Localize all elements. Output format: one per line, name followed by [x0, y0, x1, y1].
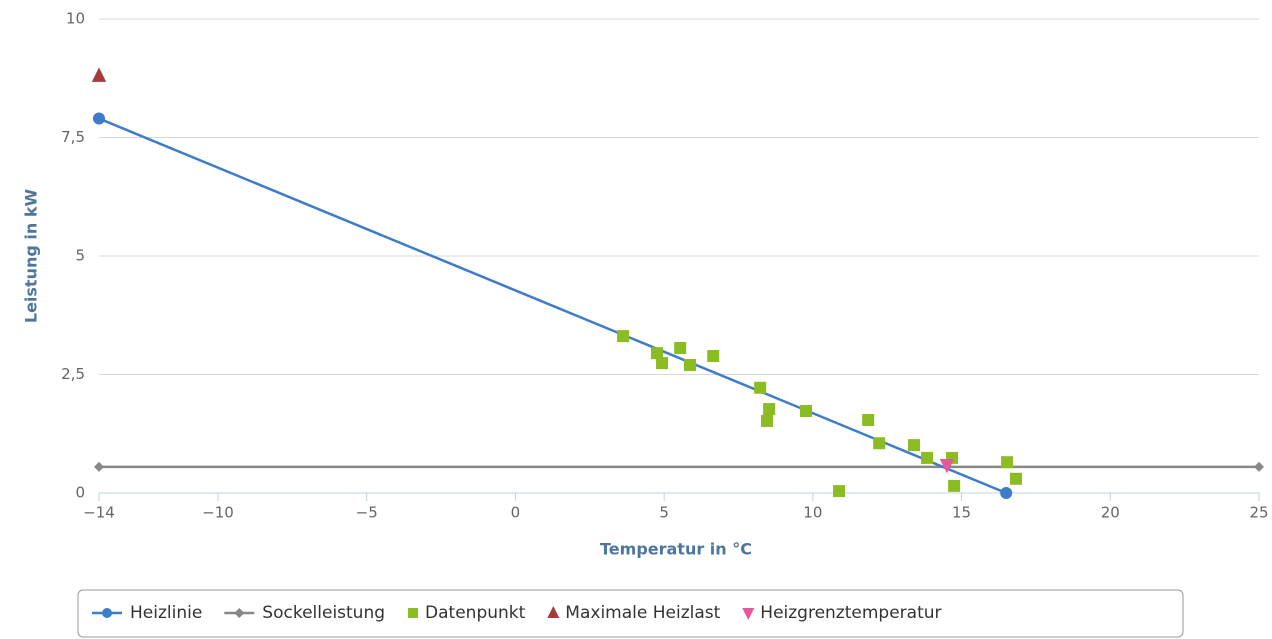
y-tick-label: 5: [75, 247, 85, 265]
marker: [1254, 461, 1264, 472]
series-line: [98, 117, 1007, 495]
y-tick-label: 0: [75, 484, 85, 502]
marker: [234, 608, 245, 618]
marker: [408, 608, 419, 618]
legend-label: Datenpunkt: [425, 603, 526, 623]
legend-box: [77, 589, 1184, 638]
marker: [684, 359, 697, 372]
marker: [921, 451, 934, 464]
marker: [862, 414, 875, 427]
legend-label: Heizgrenztemperatur: [760, 603, 941, 623]
x-tick-label: 20: [1101, 504, 1120, 522]
marker: [707, 350, 720, 363]
x-tick-label: 15: [952, 504, 971, 522]
marker: [742, 608, 755, 620]
marker: [1000, 487, 1013, 499]
y-tick-label: 2,5: [61, 365, 85, 383]
x-tick-label: −10: [202, 504, 234, 522]
marker: [800, 404, 813, 417]
x-axis-title: Temperatur in °C: [600, 540, 752, 559]
x-tick-label: −5: [356, 504, 378, 522]
legend-item: Datenpunkt: [408, 603, 526, 623]
legend-item: Heizlinie: [92, 603, 202, 623]
legend-label: Maximale Heizlast: [565, 603, 720, 623]
marker: [754, 381, 767, 394]
legend-label: Heizlinie: [130, 603, 202, 623]
marker: [617, 330, 630, 343]
legend-item: Maximale Heizlast: [547, 603, 721, 623]
legend-item: Sockelleistung: [224, 603, 385, 623]
marker: [102, 608, 112, 618]
marker: [948, 479, 961, 492]
marker: [93, 112, 105, 125]
x-tick-label: 5: [659, 504, 669, 522]
x-tick-label: 10: [803, 504, 822, 522]
marker: [833, 485, 846, 498]
marker: [94, 461, 104, 472]
marker: [656, 357, 669, 370]
marker: [650, 347, 663, 360]
legend-item: Heizgrenztemperatur: [742, 603, 942, 623]
x-tick-label: 25: [1249, 504, 1268, 522]
x-tick-label: −14: [83, 504, 115, 522]
legend-label: Sockelleistung: [262, 603, 385, 623]
y-tick-label: 7,5: [61, 128, 85, 146]
marker: [873, 437, 886, 450]
marker: [1009, 472, 1022, 485]
x-tick-label: 0: [511, 504, 521, 522]
y-axis-title: Leistung in kW: [22, 189, 41, 324]
y-tick-label: 10: [66, 10, 85, 28]
marker: [907, 439, 920, 452]
marker: [939, 459, 955, 474]
marker: [763, 403, 776, 416]
marker: [91, 67, 107, 82]
marker: [547, 606, 560, 618]
marker: [674, 341, 687, 354]
marker: [761, 414, 774, 427]
marker: [1001, 456, 1014, 469]
